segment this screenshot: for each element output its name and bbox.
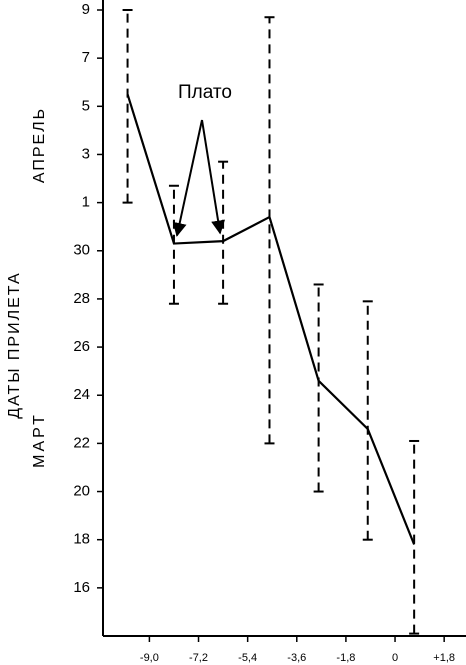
annotation: Плато xyxy=(178,82,232,103)
y-tick-label: 26 xyxy=(73,338,90,355)
y-label: ДАТЫ ПРИЛЕТА xyxy=(6,271,23,418)
y-tick-label: 5 xyxy=(82,97,90,114)
y-label-march: МАРТ xyxy=(31,412,48,468)
x-tick-label: -5,4 xyxy=(238,652,257,664)
y-tick-label: 30 xyxy=(73,242,90,259)
x-tick-label: 0 xyxy=(392,652,398,664)
x-tick-label: -9,0 xyxy=(140,652,159,664)
x-tick-label: +1,8 xyxy=(433,652,455,664)
y-tick-label: 18 xyxy=(73,531,90,548)
y-tick-label: 28 xyxy=(73,290,90,307)
y-tick-label: 16 xyxy=(73,579,90,596)
x-tick-label: -3,6 xyxy=(287,652,306,664)
line xyxy=(126,93,416,545)
y-tick-label: 3 xyxy=(82,145,90,162)
x-tick-label: -7,2 xyxy=(189,652,208,664)
y-tick-label: 7 xyxy=(82,49,90,66)
y-tick-label: 1 xyxy=(82,194,90,211)
y-tick-label: 9 xyxy=(82,1,90,18)
annotation-arrow xyxy=(172,119,203,237)
y-label-april: АПРЕЛЬ xyxy=(31,107,48,183)
x-tick-label: -1,8 xyxy=(336,652,355,664)
y-tick-label: 20 xyxy=(73,483,90,500)
y-tick-label: 24 xyxy=(73,386,90,403)
y-tick-label: 22 xyxy=(73,434,90,451)
annotation-arrow xyxy=(201,119,226,235)
